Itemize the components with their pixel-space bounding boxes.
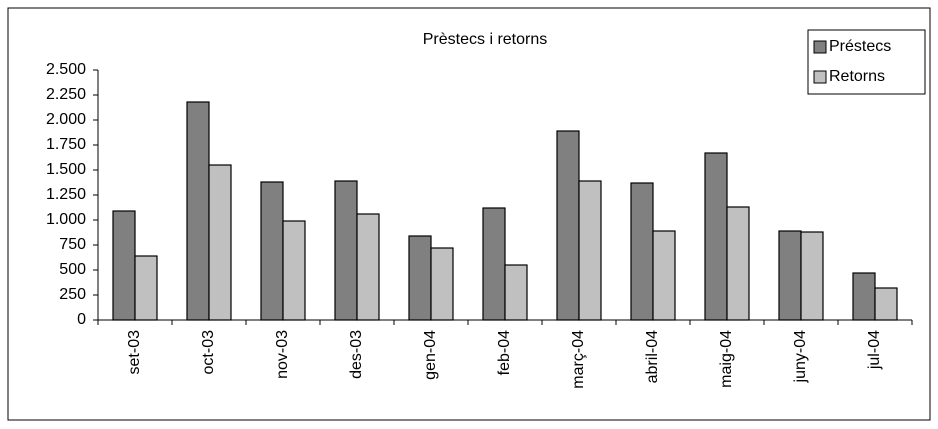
bar xyxy=(134,255,158,321)
legend-box xyxy=(807,29,926,95)
legend-label: Retorns xyxy=(829,68,885,85)
bar xyxy=(430,247,454,321)
bar xyxy=(260,181,284,321)
y-tick-label: 2.250 xyxy=(46,86,86,103)
y-tick-label: 1.000 xyxy=(46,211,86,228)
legend-label: Préstecs xyxy=(829,38,891,55)
y-tick-label: 500 xyxy=(59,261,86,278)
bar xyxy=(282,220,306,321)
bar xyxy=(208,164,232,321)
x-tick-label: feb-04 xyxy=(496,330,513,375)
bar xyxy=(852,272,876,321)
y-tick-label: 2.000 xyxy=(46,111,86,128)
bar xyxy=(874,287,898,321)
y-tick-label: 0 xyxy=(77,311,86,328)
bar xyxy=(578,180,602,321)
x-tick-label: març-04 xyxy=(570,330,587,389)
y-tick-label: 1.750 xyxy=(46,136,86,153)
bar xyxy=(800,231,824,321)
x-tick-label: set-03 xyxy=(126,330,143,375)
y-tick-label: 750 xyxy=(59,236,86,253)
x-tick-label: oct-03 xyxy=(200,330,217,375)
bar xyxy=(778,230,802,321)
bar xyxy=(504,264,528,321)
x-tick-label: maig-04 xyxy=(718,330,735,388)
chart-title: Prèstecs i retorns xyxy=(423,31,547,48)
bar xyxy=(186,101,210,321)
bar xyxy=(334,180,358,321)
y-tick-label: 1.250 xyxy=(46,186,86,203)
bar xyxy=(652,230,676,321)
x-tick-label: jul-04 xyxy=(866,330,883,370)
bar xyxy=(726,206,750,321)
legend-swatch xyxy=(813,40,827,54)
x-tick-label: des-03 xyxy=(348,330,365,379)
x-tick-label: abril-04 xyxy=(644,330,661,383)
x-tick-label: gen-04 xyxy=(422,330,439,380)
legend-swatch xyxy=(813,70,827,84)
bar xyxy=(630,182,654,321)
bar xyxy=(704,152,728,321)
y-tick-label: 2.500 xyxy=(46,61,86,78)
y-tick-label: 1.500 xyxy=(46,161,86,178)
y-tick-label: 250 xyxy=(59,286,86,303)
chart-frame xyxy=(7,7,931,421)
bar xyxy=(408,235,432,321)
bar xyxy=(356,213,380,321)
bar xyxy=(556,130,580,321)
x-tick-label: juny-04 xyxy=(792,330,809,384)
bar xyxy=(112,210,136,321)
bar xyxy=(482,207,506,321)
x-tick-label: nov-03 xyxy=(274,330,291,379)
